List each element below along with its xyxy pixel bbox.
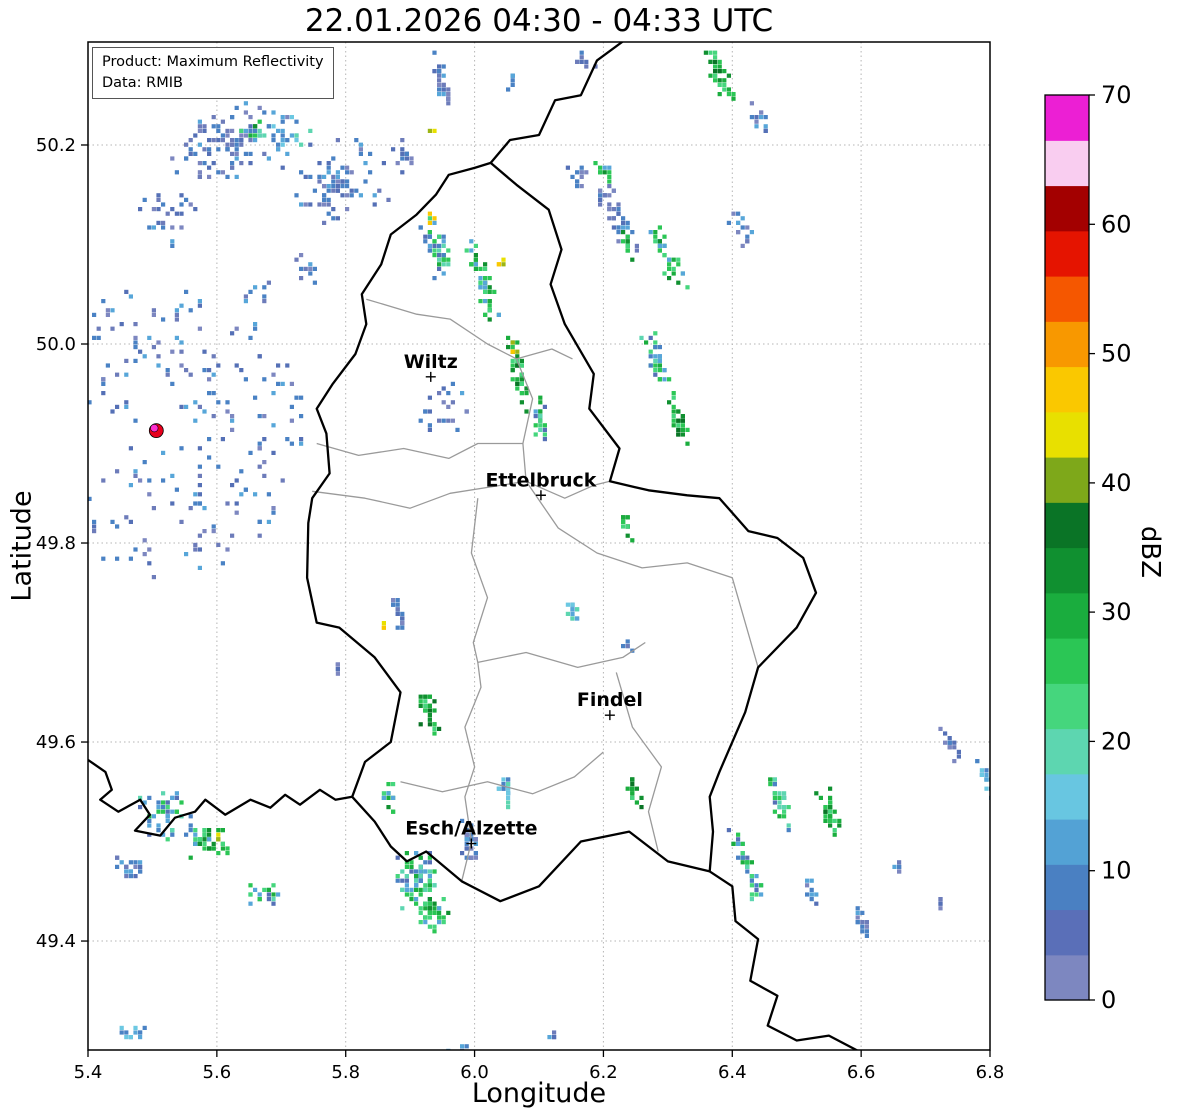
svg-text:60: 60 (1101, 210, 1132, 238)
svg-text:70: 70 (1101, 81, 1132, 109)
x-axis-label: Longitude (471, 1078, 607, 1109)
info-source-line: Data: RMIB (102, 75, 183, 92)
svg-text:5.6: 5.6 (203, 1062, 232, 1083)
country-border-layer (88, 42, 859, 1050)
page-title: 22.01.2026 04:30 - 04:33 UTC (304, 3, 774, 39)
city-plus-marker (466, 838, 477, 849)
svg-text:5.8: 5.8 (331, 1062, 360, 1083)
canton-border-layer (312, 298, 759, 882)
info-product-line: Product: Maximum Reflectivity (102, 54, 324, 70)
city-marker-layer: Wiltz Ettelbruck Findel Esch/Alzette (404, 351, 643, 849)
svg-text:6.8: 6.8 (976, 1062, 1005, 1083)
city-plus-marker (425, 371, 436, 382)
svg-text:50.2: 50.2 (36, 135, 76, 156)
city-label: Esch/Alzette (405, 818, 537, 840)
svg-text:30: 30 (1101, 598, 1132, 626)
svg-text:50.0: 50.0 (36, 334, 76, 355)
y-axis-label: Latitude (6, 490, 38, 602)
axis-ticks: 5.4 5.6 5.8 6.0 6.2 6.4 6.6 6.8 49.4 49.6 49.8 50.0… (36, 135, 1004, 1083)
svg-text:50: 50 (1101, 340, 1132, 368)
colorbar: 0 10 20 30 40 50 60 70 (1044, 81, 1132, 1014)
svg-text:10: 10 (1101, 857, 1132, 885)
city-label: Ettelbruck (485, 469, 596, 491)
svg-text:0: 0 (1101, 986, 1116, 1014)
radar-site-marker (148, 423, 164, 439)
city-label: Wiltz (404, 351, 458, 373)
svg-text:6.4: 6.4 (718, 1062, 747, 1083)
plot-frame (87, 41, 991, 1051)
svg-text:6.0: 6.0 (460, 1062, 489, 1083)
city-plus-marker (535, 490, 546, 501)
info-box: Product: Maximum Reflectivity Data: RMIB (92, 47, 334, 100)
svg-text:20: 20 (1101, 727, 1132, 755)
city-label: Findel (577, 689, 643, 711)
radar-echo-layer (88, 50, 990, 1050)
svg-text:49.6: 49.6 (36, 732, 76, 753)
svg-text:6.6: 6.6 (847, 1062, 876, 1083)
city-plus-marker (604, 710, 615, 721)
colorbar-label: dBZ (1135, 525, 1165, 579)
svg-text:40: 40 (1101, 469, 1132, 497)
svg-text:49.8: 49.8 (36, 533, 76, 554)
svg-text:5.4: 5.4 (74, 1062, 103, 1083)
svg-text:6.2: 6.2 (589, 1062, 618, 1083)
svg-text:49.4: 49.4 (36, 931, 76, 952)
